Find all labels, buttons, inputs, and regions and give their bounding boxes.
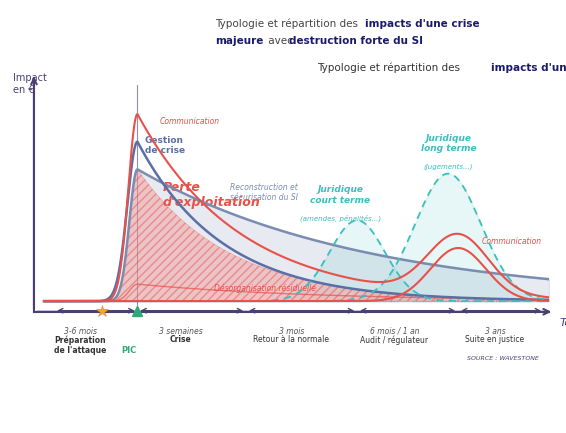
Text: SOURCE : WAVESTONE: SOURCE : WAVESTONE — [467, 356, 539, 361]
Text: (amendes, pénalités...): (amendes, pénalités...) — [300, 214, 381, 222]
Text: Communication: Communication — [160, 117, 220, 126]
Text: Impact
en €: Impact en € — [14, 73, 47, 95]
Text: Audit / régulateur: Audit / régulateur — [361, 335, 428, 345]
Text: avec: avec — [265, 36, 296, 46]
Text: Temps: Temps — [559, 318, 566, 329]
Text: 6 mois / 1 an: 6 mois / 1 an — [370, 327, 419, 336]
Text: Typologie et répartition des: Typologie et répartition des — [215, 19, 361, 29]
Text: Suite en justice: Suite en justice — [465, 335, 525, 344]
Text: Crise: Crise — [170, 335, 192, 344]
Text: 3 mois: 3 mois — [279, 327, 304, 336]
Text: impacts d'une crise: impacts d'une crise — [365, 19, 480, 29]
Text: Gestion
de crise: Gestion de crise — [145, 136, 185, 155]
Text: 3-6 mois: 3-6 mois — [64, 327, 97, 336]
Text: impacts d'une crise: impacts d'une crise — [491, 63, 566, 73]
Text: PIC: PIC — [122, 346, 137, 355]
Text: (jugements...): (jugements...) — [424, 164, 473, 170]
Text: destruction forte du SI: destruction forte du SI — [289, 36, 423, 46]
Text: majeure: majeure — [215, 36, 263, 46]
Text: Typologie et répartition des: Typologie et répartition des — [317, 63, 464, 73]
Text: Perte
d'exploitation: Perte d'exploitation — [163, 181, 260, 209]
Text: Retour à la normale: Retour à la normale — [254, 335, 329, 344]
Text: Préparation
de l'attaque: Préparation de l'attaque — [54, 335, 106, 355]
Text: 3 ans: 3 ans — [484, 327, 505, 336]
Text: Désorganisation résiduelle: Désorganisation résiduelle — [214, 284, 316, 293]
Text: 3 semaines: 3 semaines — [159, 327, 203, 336]
Text: Communication: Communication — [482, 237, 542, 246]
Text: Reconstruction et
sécurisation du SI: Reconstruction et sécurisation du SI — [230, 183, 298, 202]
Text: Juridique
long terme: Juridique long terme — [421, 134, 477, 153]
Text: Juridique
court terme: Juridique court terme — [310, 185, 371, 204]
